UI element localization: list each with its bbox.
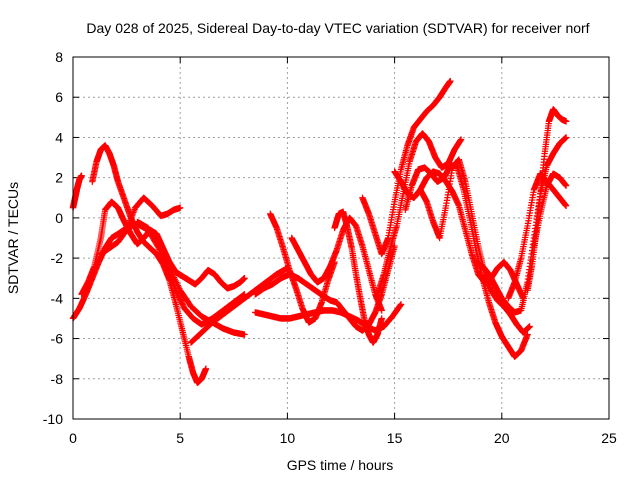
x-tick-label: 15 [387, 430, 403, 446]
series-arc-10 [267, 210, 338, 326]
x-tick-label: 20 [494, 430, 510, 446]
x-tick-label: 10 [280, 430, 296, 446]
data-point [447, 77, 454, 85]
data-point [397, 301, 405, 308]
x-tick-labels: 0 5 10 15 20 25 [69, 430, 617, 446]
data-point [241, 331, 248, 338]
series-arc-12 [331, 208, 385, 346]
y-tick-label: -4 [51, 290, 64, 306]
x-tick-label: 25 [601, 430, 617, 446]
data-point [177, 204, 184, 212]
series-arc-17 [417, 156, 533, 336]
series-arc-1 [69, 172, 85, 212]
y-axis-label: SDTVAR / TECUs [5, 182, 21, 294]
y-tick-label: 8 [55, 49, 63, 65]
data-point [241, 275, 248, 282]
x-axis-label: GPS time / hours [287, 457, 394, 473]
y-tick-label: 6 [55, 89, 63, 105]
series-arc-11 [288, 214, 385, 314]
data-point [378, 315, 385, 322]
series-arc-4 [89, 142, 210, 386]
x-tick-label: 0 [69, 430, 77, 446]
y-tick-label: -10 [43, 411, 63, 427]
y-tick-label: 0 [55, 210, 63, 226]
y-tick-label: -6 [51, 331, 64, 347]
y-tick-label: -2 [51, 250, 64, 266]
data-point [78, 172, 85, 179]
y-tick-label: -8 [51, 371, 64, 387]
y-tick-label: 4 [55, 129, 63, 145]
series-arc-5 [97, 194, 184, 258]
data-markers [69, 77, 570, 386]
data-point [154, 237, 162, 245]
data-point [457, 136, 465, 143]
data-point [397, 302, 404, 309]
y-tick-labels: -10 -8 -6 -4 -2 0 2 4 6 8 [43, 49, 63, 427]
series-arc-14 [374, 130, 465, 298]
data-point [202, 365, 210, 372]
series-arc-13 [359, 77, 454, 258]
data-point [524, 331, 531, 338]
data-point [378, 307, 385, 314]
x-tick-label: 5 [176, 430, 184, 446]
y-tick-label: 2 [55, 170, 63, 186]
chart-title: Day 028 of 2025, Sidereal Day-to-day VTE… [86, 20, 589, 36]
